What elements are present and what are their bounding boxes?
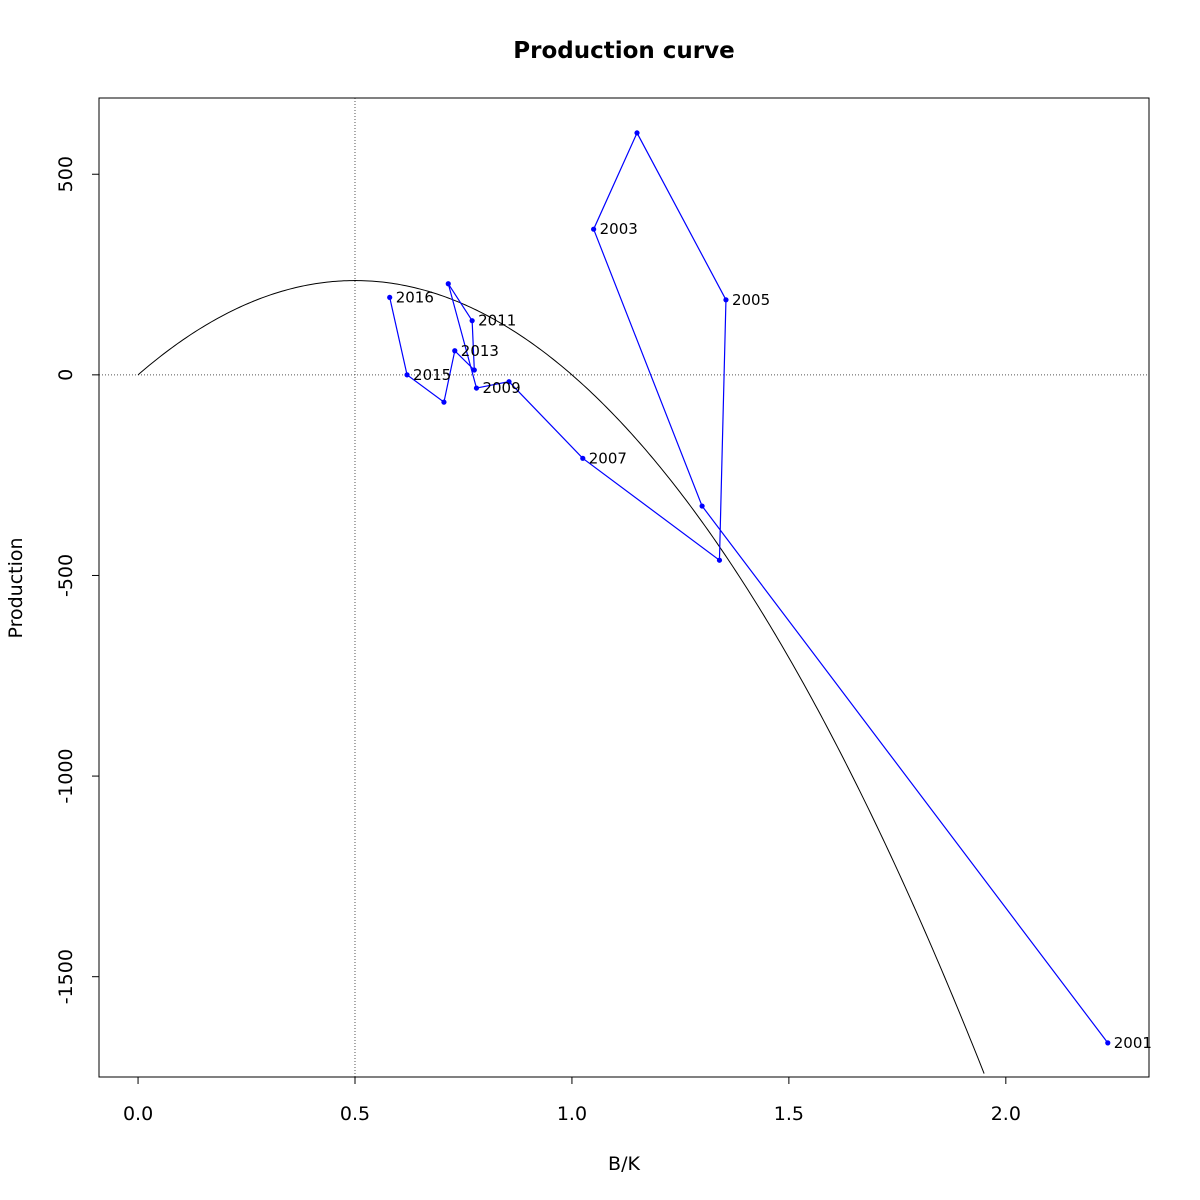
- point-label-2016: 2016: [396, 288, 434, 306]
- y-axis-label: Production: [5, 537, 27, 638]
- data-point-2001: [1105, 1040, 1111, 1046]
- data-point-2007: [580, 455, 586, 461]
- data-point-2006: [716, 557, 723, 563]
- plot-frame: [98, 97, 1150, 1078]
- x-tick-label: 0.0: [123, 1103, 153, 1125]
- point-label-2015: 2015: [413, 366, 451, 384]
- x-axis-label: B/K: [608, 1153, 640, 1175]
- data-point-2002: [699, 503, 705, 509]
- series-line: [389, 131, 1109, 1044]
- x-axis: 0.0 0.5 1.0 1.5 2.0: [123, 1076, 1021, 1125]
- x-tick-label: 2.0: [991, 1103, 1021, 1125]
- x-tick-label: 1.5: [774, 1103, 804, 1125]
- data-point-2013: [452, 348, 458, 354]
- production-curve-layer: [137, 280, 985, 1074]
- data-point-2008: [506, 379, 512, 385]
- data-point-2011: [469, 318, 475, 324]
- data-point-2009: [473, 385, 480, 391]
- point-label-2011: 2011: [478, 312, 516, 330]
- point-label-2013: 2013: [461, 342, 499, 360]
- reference-lines: [99, 98, 1149, 1077]
- y-tick-label: -1000: [55, 748, 77, 803]
- y-axis: -1500 -1000 -500 0 500: [55, 156, 100, 1004]
- production-curve: [137, 280, 985, 1074]
- point-label-2001: 2001: [1114, 1034, 1152, 1052]
- data-point-2010: [445, 281, 451, 287]
- point-label-2009: 2009: [482, 379, 520, 397]
- data-point-2016: [387, 294, 393, 301]
- chart-title: Production curve: [513, 38, 734, 64]
- y-tick-label: -500: [55, 554, 77, 597]
- point-label-2005: 2005: [732, 291, 770, 309]
- y-tick-label: -1500: [55, 949, 77, 1004]
- x-tick-label: 1.0: [557, 1103, 587, 1125]
- point-label-layer: 2001 2003 2005 2007 2009 2011 2013 2015 2016: [396, 220, 1152, 1052]
- series-layer: [387, 130, 1111, 1046]
- data-point-2005: [723, 297, 729, 303]
- y-tick-label: 0: [55, 369, 77, 381]
- point-label-2007: 2007: [589, 449, 627, 467]
- data-point-2015: [404, 372, 410, 378]
- data-point-2014: [441, 399, 447, 405]
- data-point-2004: [634, 130, 640, 136]
- x-tick-label: 0.5: [340, 1103, 370, 1125]
- data-point-2003: [591, 226, 597, 232]
- data-point-2012: [471, 367, 477, 373]
- y-tick-label: 500: [55, 156, 77, 192]
- point-label-2003: 2003: [600, 220, 638, 238]
